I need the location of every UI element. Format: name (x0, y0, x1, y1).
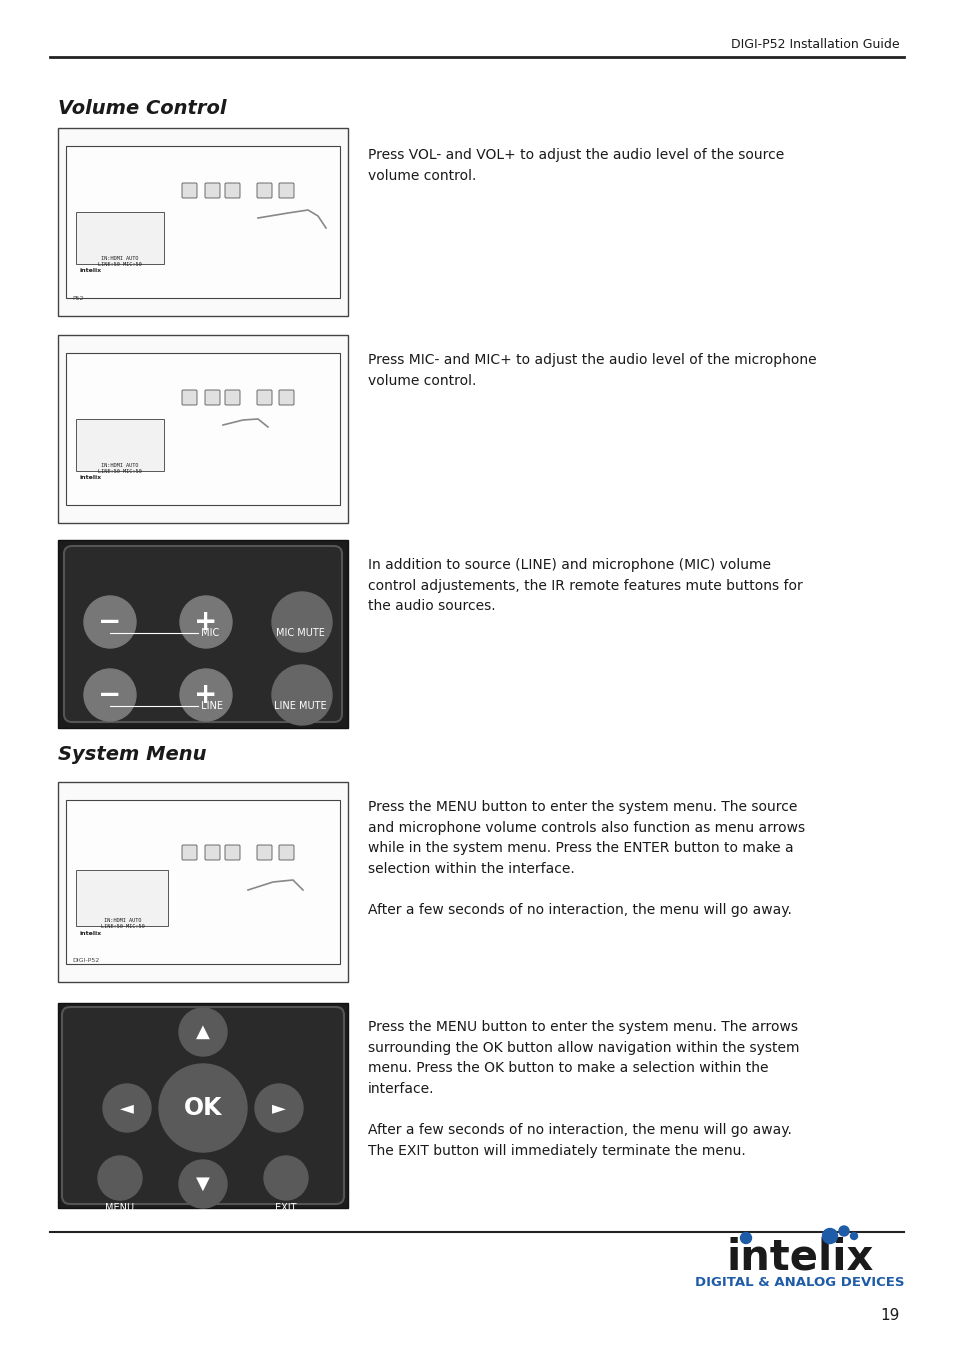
Circle shape (180, 670, 232, 721)
Text: intelix: intelix (80, 931, 102, 936)
Circle shape (254, 1084, 303, 1133)
FancyBboxPatch shape (58, 1003, 348, 1208)
FancyBboxPatch shape (225, 845, 240, 860)
Circle shape (272, 666, 332, 725)
Text: 19: 19 (880, 1308, 899, 1323)
Text: DIGITAL & ANALOG DEVICES: DIGITAL & ANALOG DEVICES (695, 1276, 903, 1288)
Text: EXIT: EXIT (275, 1203, 296, 1214)
FancyBboxPatch shape (205, 184, 220, 198)
Text: MIC MUTE: MIC MUTE (275, 628, 325, 639)
FancyBboxPatch shape (58, 335, 348, 522)
Text: LINE: LINE (198, 701, 223, 711)
FancyBboxPatch shape (205, 845, 220, 860)
FancyBboxPatch shape (64, 545, 341, 722)
Text: ▲: ▲ (196, 1023, 210, 1041)
Circle shape (84, 595, 136, 648)
FancyBboxPatch shape (278, 184, 294, 198)
FancyBboxPatch shape (76, 869, 168, 926)
Text: OK: OK (184, 1096, 222, 1120)
FancyBboxPatch shape (58, 540, 348, 728)
FancyBboxPatch shape (182, 845, 196, 860)
Circle shape (838, 1226, 848, 1237)
FancyBboxPatch shape (76, 212, 164, 265)
Circle shape (159, 1064, 247, 1152)
FancyBboxPatch shape (205, 390, 220, 405)
FancyBboxPatch shape (66, 352, 339, 505)
Text: intelix: intelix (80, 269, 102, 273)
FancyBboxPatch shape (256, 184, 272, 198)
Text: Volume Control: Volume Control (58, 99, 226, 117)
FancyBboxPatch shape (66, 146, 339, 298)
FancyBboxPatch shape (278, 845, 294, 860)
Text: MENU: MENU (106, 1203, 134, 1214)
Text: P52: P52 (71, 296, 84, 301)
Text: Press the MENU button to enter the system menu. The arrows
surrounding the OK bu: Press the MENU button to enter the syste… (368, 1021, 799, 1157)
Text: −: − (98, 680, 121, 709)
FancyBboxPatch shape (278, 390, 294, 405)
Circle shape (264, 1156, 308, 1200)
Text: −: − (98, 608, 121, 636)
Text: intelix: intelix (725, 1237, 873, 1278)
Text: DIGI-P52: DIGI-P52 (71, 958, 99, 963)
Text: ▼: ▼ (196, 1174, 210, 1193)
Circle shape (179, 1160, 227, 1208)
FancyBboxPatch shape (62, 1007, 344, 1204)
FancyBboxPatch shape (66, 801, 339, 964)
Circle shape (740, 1233, 751, 1243)
Text: IN:HDMI AUTO
LINE:50 MIC:50: IN:HDMI AUTO LINE:50 MIC:50 (101, 918, 145, 929)
Circle shape (180, 595, 232, 648)
Circle shape (272, 593, 332, 652)
Text: ◄: ◄ (120, 1099, 133, 1116)
Text: IN:HDMI AUTO
LINE:50 MIC:50: IN:HDMI AUTO LINE:50 MIC:50 (98, 463, 142, 474)
FancyBboxPatch shape (58, 782, 348, 981)
Text: +: + (194, 680, 217, 709)
FancyBboxPatch shape (225, 184, 240, 198)
FancyBboxPatch shape (225, 390, 240, 405)
Text: System Menu: System Menu (58, 745, 206, 764)
Text: IN:HDMI AUTO
LINE:50 MIC:50: IN:HDMI AUTO LINE:50 MIC:50 (98, 256, 142, 267)
FancyBboxPatch shape (256, 390, 272, 405)
Circle shape (821, 1228, 837, 1243)
Text: +: + (194, 608, 217, 636)
FancyBboxPatch shape (76, 418, 164, 471)
Text: MIC: MIC (198, 628, 219, 639)
Text: Press the MENU button to enter the system menu. The source
and microphone volume: Press the MENU button to enter the syste… (368, 801, 804, 917)
Circle shape (84, 670, 136, 721)
Circle shape (103, 1084, 151, 1133)
Text: ►: ► (272, 1099, 286, 1116)
FancyBboxPatch shape (58, 128, 348, 316)
Text: intelix: intelix (80, 475, 102, 481)
Text: Press VOL- and VOL+ to adjust the audio level of the source
volume control.: Press VOL- and VOL+ to adjust the audio … (368, 148, 783, 182)
Text: In addition to source (LINE) and microphone (MIC) volume
control adjustements, t: In addition to source (LINE) and microph… (368, 558, 801, 613)
FancyBboxPatch shape (182, 390, 196, 405)
Text: DIGI-P52 Installation Guide: DIGI-P52 Installation Guide (731, 39, 899, 51)
FancyBboxPatch shape (256, 845, 272, 860)
Text: LINE MUTE: LINE MUTE (274, 701, 326, 711)
Circle shape (179, 1008, 227, 1056)
Circle shape (850, 1233, 857, 1239)
FancyBboxPatch shape (182, 184, 196, 198)
Text: Press MIC- and MIC+ to adjust the audio level of the microphone
volume control.: Press MIC- and MIC+ to adjust the audio … (368, 352, 816, 387)
Circle shape (98, 1156, 142, 1200)
